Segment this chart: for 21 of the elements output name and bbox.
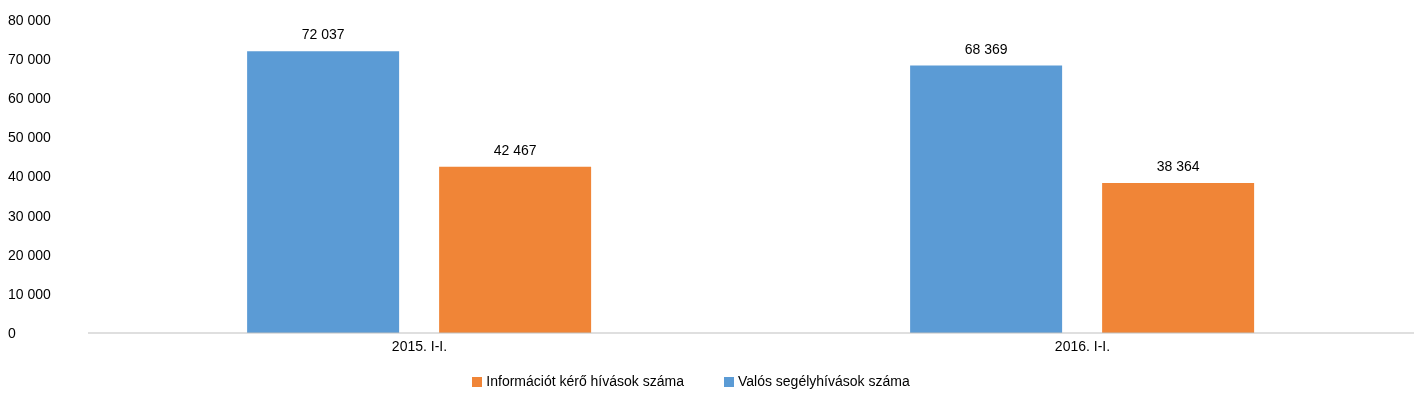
y-tick-label: 30 000 (8, 207, 52, 224)
y-tick-label: 10 000 (8, 285, 52, 302)
bar (439, 166, 592, 333)
bar (247, 51, 400, 333)
data-label: 42 467 (493, 141, 537, 158)
y-tick-label: 40 000 (8, 168, 52, 185)
data-label: 72 037 (301, 26, 345, 43)
y-tick-label: 60 000 (8, 90, 52, 107)
bar (1102, 182, 1255, 333)
y-tick-label: 50 000 (8, 129, 52, 146)
x-tick-label: 2015. I-I. (391, 337, 448, 354)
legend-label: Valós segélyhívások száma (737, 373, 910, 389)
y-tick-label: 80 000 (8, 11, 52, 28)
data-label: 68 369 (964, 40, 1008, 57)
y-tick-label: 20 000 (8, 246, 52, 263)
legend-label: Információt kérő hívások száma (486, 373, 684, 389)
y-tick-label: 70 000 (8, 51, 52, 68)
y-tick-label: 0 (8, 324, 16, 341)
x-tick-label: 2016. I-I. (1054, 337, 1111, 354)
bar (910, 65, 1063, 333)
data-label: 38 364 (1156, 157, 1200, 174)
